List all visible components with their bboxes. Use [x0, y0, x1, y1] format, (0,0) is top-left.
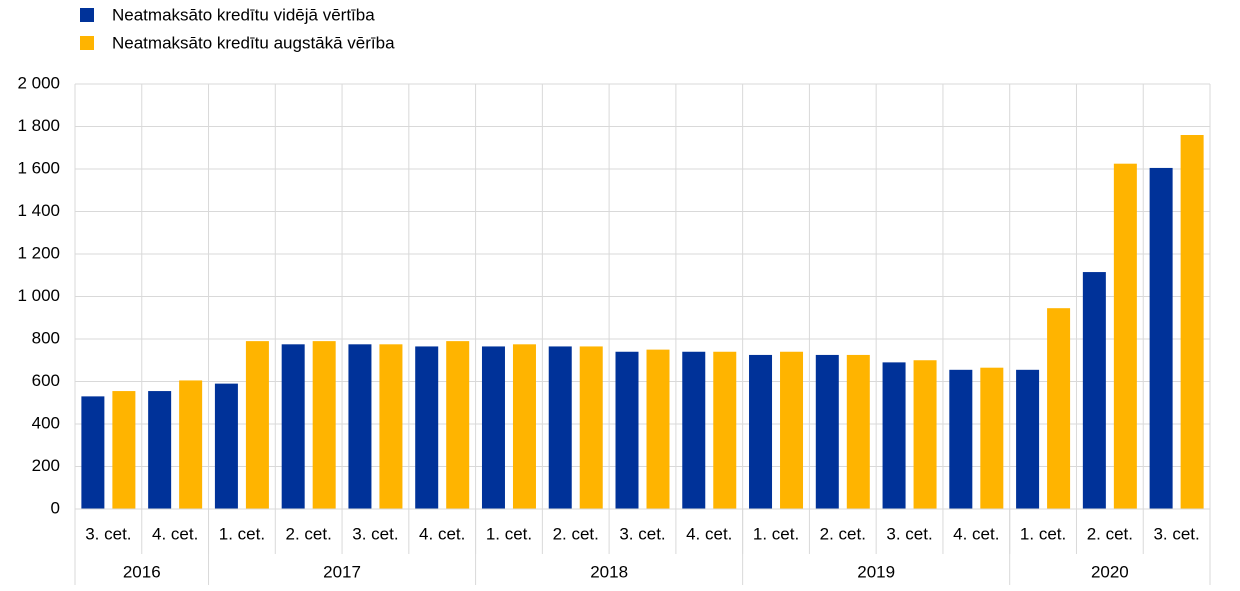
x-tick-label: 3. cet. — [352, 524, 398, 543]
bar — [579, 346, 603, 509]
y-tick-label: 200 — [32, 456, 60, 475]
x-tick-label: 4. cet. — [953, 524, 999, 543]
bar — [512, 344, 536, 509]
bar — [846, 354, 870, 509]
bar — [882, 362, 906, 509]
x-tick-label: 3. cet. — [1153, 524, 1199, 543]
bar — [312, 341, 336, 509]
bar — [749, 354, 773, 509]
bar — [481, 346, 505, 509]
x-tick-label: 4. cet. — [686, 524, 732, 543]
x-tick-label: 1. cet. — [753, 524, 799, 543]
y-tick-label: 1 600 — [17, 158, 60, 177]
bar — [148, 391, 172, 509]
bar — [780, 351, 804, 509]
bar — [980, 367, 1004, 509]
legend-swatch — [80, 36, 94, 50]
x-tick-label: 4. cet. — [152, 524, 198, 543]
y-tick-label: 1 400 — [17, 201, 60, 220]
x-group-label: 2016 — [123, 562, 161, 581]
y-tick-label: 2 000 — [17, 73, 60, 92]
bar — [815, 354, 839, 509]
y-tick-label: 600 — [32, 371, 60, 390]
y-tick-label: 1 800 — [17, 116, 60, 135]
bar — [245, 341, 269, 509]
y-tick-label: 0 — [51, 498, 60, 517]
y-tick-label: 400 — [32, 413, 60, 432]
bar — [112, 391, 136, 509]
bar — [646, 349, 670, 509]
x-group-label: 2019 — [857, 562, 895, 581]
bar — [1047, 308, 1071, 509]
x-tick-label: 4. cet. — [419, 524, 465, 543]
bar — [1180, 135, 1204, 509]
x-tick-label: 3. cet. — [619, 524, 665, 543]
bar — [949, 369, 973, 509]
bar — [348, 344, 372, 509]
bar — [615, 351, 639, 509]
bar — [1113, 163, 1137, 509]
bar — [415, 346, 439, 509]
bar — [446, 341, 470, 509]
bar — [281, 344, 305, 509]
legend-label: Neatmaksāto kredītu augstākā vērība — [112, 33, 395, 52]
x-tick-label: 3. cet. — [85, 524, 131, 543]
bar — [1016, 369, 1040, 509]
y-tick-label: 1 200 — [17, 243, 60, 262]
bar — [1082, 272, 1106, 509]
x-group-label: 2020 — [1091, 562, 1129, 581]
x-tick-label: 2. cet. — [820, 524, 866, 543]
legend-swatch — [80, 8, 94, 22]
x-tick-label: 1. cet. — [219, 524, 265, 543]
bar — [548, 346, 572, 509]
bar — [214, 383, 238, 509]
bar — [913, 360, 937, 509]
bar — [682, 351, 706, 509]
bar — [713, 351, 737, 509]
bar — [179, 380, 203, 509]
y-tick-label: 1 000 — [17, 286, 60, 305]
x-tick-label: 1. cet. — [486, 524, 532, 543]
bar — [1149, 167, 1173, 509]
legend-label: Neatmaksāto kredītu vidējā vērtība — [112, 5, 375, 24]
x-tick-label: 3. cet. — [886, 524, 932, 543]
x-tick-label: 2. cet. — [286, 524, 332, 543]
x-group-label: 2018 — [590, 562, 628, 581]
bar — [81, 396, 105, 509]
bar — [379, 344, 403, 509]
y-tick-label: 800 — [32, 328, 60, 347]
x-tick-label: 2. cet. — [1087, 524, 1133, 543]
x-group-label: 2017 — [323, 562, 361, 581]
x-tick-label: 2. cet. — [553, 524, 599, 543]
x-tick-label: 1. cet. — [1020, 524, 1066, 543]
